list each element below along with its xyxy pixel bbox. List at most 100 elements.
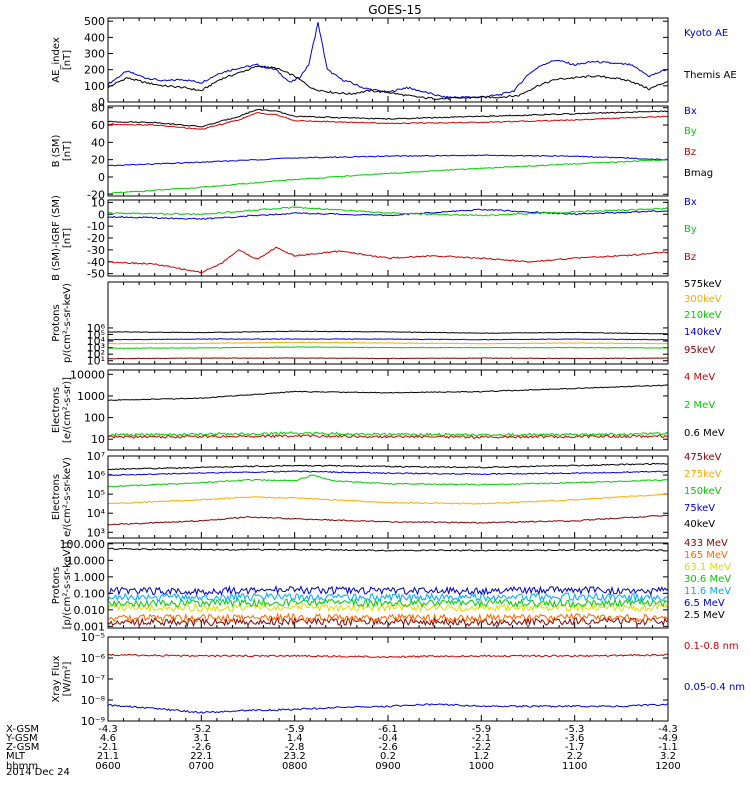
legend-label: 63.1 MeV <box>684 562 731 573</box>
panel-frame <box>107 281 669 365</box>
y-tick-label: 10⁴ <box>87 507 106 520</box>
y-tick-label: 10⁵ <box>87 328 105 341</box>
y-tick-label: 10⁴ <box>87 335 106 348</box>
legend-label: 150keV <box>684 486 722 497</box>
series-line-by <box>108 158 668 195</box>
plot-title: GOES-15 <box>368 3 422 17</box>
ephemeris-value: 23.2 <box>284 751 306 762</box>
ephemeris-value: 0900 <box>375 761 400 772</box>
series-line-210kev <box>108 346 668 349</box>
ephemeris-value: -2.6 <box>192 742 212 753</box>
ephemeris-value: 1.4 <box>287 733 303 744</box>
legend-label: 2.5 MeV <box>684 610 725 621</box>
date-label: 2014 Dec 24 <box>6 767 70 778</box>
y-tick-label: -40 <box>87 256 105 269</box>
ephemeris-value: -1.7 <box>565 742 585 753</box>
y-tick-label: 20 <box>91 154 105 167</box>
y-tick-label: 100.000 <box>60 538 106 551</box>
ephemeris-value: -2.8 <box>285 742 305 753</box>
series-line-bz <box>108 246 668 274</box>
y-tick-label: -30 <box>87 244 105 257</box>
legend-label: 4 MeV <box>684 372 715 383</box>
series-line-2-mev <box>108 431 668 437</box>
panel-frame <box>107 455 669 539</box>
series-line-0-6-mev <box>108 384 668 401</box>
series-line-475kev <box>108 514 668 526</box>
ephemeris-value: -3.6 <box>565 733 585 744</box>
y-axis-title: Protons[p/(cm²-s-sr-keV)] <box>51 542 73 630</box>
series-line-themis-ae <box>108 65 668 100</box>
ephemeris-value: -4.3 <box>98 724 118 735</box>
ephemeris-value: -6.1 <box>378 724 398 735</box>
panel-2: -20 0 20 40 60 80 B (SM)[nT] Bx By Bz Bmag <box>51 102 713 202</box>
legend-label: 300keV <box>684 294 722 305</box>
legend-label: 6.5 MeV <box>684 598 725 609</box>
ephemeris-value: -5.9 <box>472 724 492 735</box>
y-tick-label: 500 <box>84 15 105 28</box>
legend-label: Bx <box>684 197 697 208</box>
panel-frame <box>107 17 669 103</box>
y-tick-label: 100 <box>84 412 105 425</box>
panel-frame <box>107 369 669 451</box>
y-tick-label: 10⁶ <box>87 469 106 482</box>
ephemeris-value: 4.6 <box>100 733 116 744</box>
y-tick-label: 10² <box>87 348 105 361</box>
legend-label: 433 MeV <box>684 538 728 549</box>
ephemeris-row-label: MLT <box>6 751 26 762</box>
legend-label: By <box>684 126 697 137</box>
y-axis-title: B (SM)-IGRF (SM)[nT] <box>51 195 73 281</box>
ephemeris-row-label: Y-GSM <box>5 733 38 744</box>
series-line-40kev <box>108 462 668 471</box>
series-line-4-mev <box>108 434 668 439</box>
y-tick-label: 10³ <box>87 526 105 539</box>
ephemeris-value: -5.9 <box>285 724 305 735</box>
series-line-75kev <box>108 470 668 477</box>
y-tick-label: 10000 <box>70 368 105 381</box>
y-tick-label: 10⁻⁹ <box>81 715 105 728</box>
ephemeris-value: 2.2 <box>567 751 583 762</box>
panel-frame <box>107 105 669 197</box>
series-line-bmag <box>108 108 668 128</box>
ephemeris-value: 21.1 <box>97 751 119 762</box>
legend-label: 0.1-0.8 nm <box>684 641 739 652</box>
y-tick-label: 100 <box>84 80 105 93</box>
legend-label: 40keV <box>684 519 715 530</box>
ephemeris-value: -0.4 <box>378 733 398 744</box>
y-axis-title: B (SM)[nT] <box>51 134 73 167</box>
legend-label: 275keV <box>684 469 722 480</box>
ephemeris-value: -5.2 <box>192 724 212 735</box>
y-tick-label: 0.001 <box>74 620 106 633</box>
y-tick-label: 10⁻⁶ <box>81 652 106 665</box>
y-tick-label: -20 <box>87 232 105 245</box>
legend-label: Bz <box>684 147 696 158</box>
y-tick-label: 10⁶ <box>87 322 106 335</box>
legend-label: 210keV <box>684 310 722 321</box>
ephemeris-value: -1.1 <box>658 742 678 753</box>
y-tick-label: 200 <box>84 64 105 77</box>
ephemeris-value: 1200 <box>655 761 680 772</box>
series-line-63-1-mev <box>108 602 668 613</box>
series-line-0-1-0-8-nm <box>108 653 668 659</box>
legend-label: By <box>684 224 697 235</box>
ephemeris-value: -4.3 <box>658 724 678 735</box>
series-line-575kev <box>108 330 668 335</box>
y-tick-label: 1000 <box>77 390 105 403</box>
series-line-95kev <box>108 357 668 360</box>
y-tick-label: 60 <box>91 119 105 132</box>
legend-label: 75keV <box>684 503 715 514</box>
panel-8: 10⁻⁹ 10⁻⁸ 10⁻⁷ 10⁻⁶ 10⁻⁵ Xray Flux[W/m²] 0.1-0… <box>51 631 745 728</box>
y-tick-label: 40 <box>91 136 105 149</box>
series-line-bz <box>108 112 668 130</box>
y-tick-label: 10⁻⁷ <box>81 673 105 686</box>
y-axis-title: Protonsp/(cm²-s-sr-keV) <box>51 283 73 363</box>
series-line-150kev <box>108 474 668 488</box>
panel-frame <box>107 199 669 277</box>
y-tick-label: -10 <box>87 220 105 233</box>
ephemeris-value: -2.1 <box>98 742 118 753</box>
series-line-by <box>108 206 668 217</box>
legend-label: 475keV <box>684 452 722 463</box>
legend-label: 165 MeV <box>684 550 728 561</box>
